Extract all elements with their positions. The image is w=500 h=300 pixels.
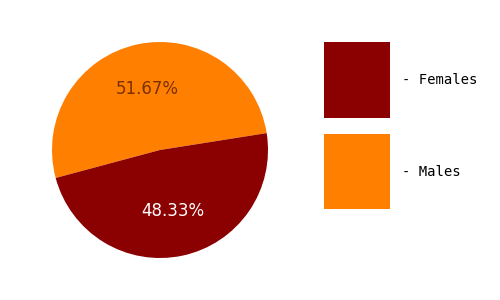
Text: 51.67%: 51.67% [116,80,178,98]
FancyBboxPatch shape [324,42,390,118]
Wedge shape [52,42,266,178]
Text: 48.33%: 48.33% [142,202,204,220]
Wedge shape [56,133,268,258]
Text: - Males: - Males [402,165,461,178]
FancyBboxPatch shape [324,134,390,209]
Text: - Females: - Females [402,73,478,87]
